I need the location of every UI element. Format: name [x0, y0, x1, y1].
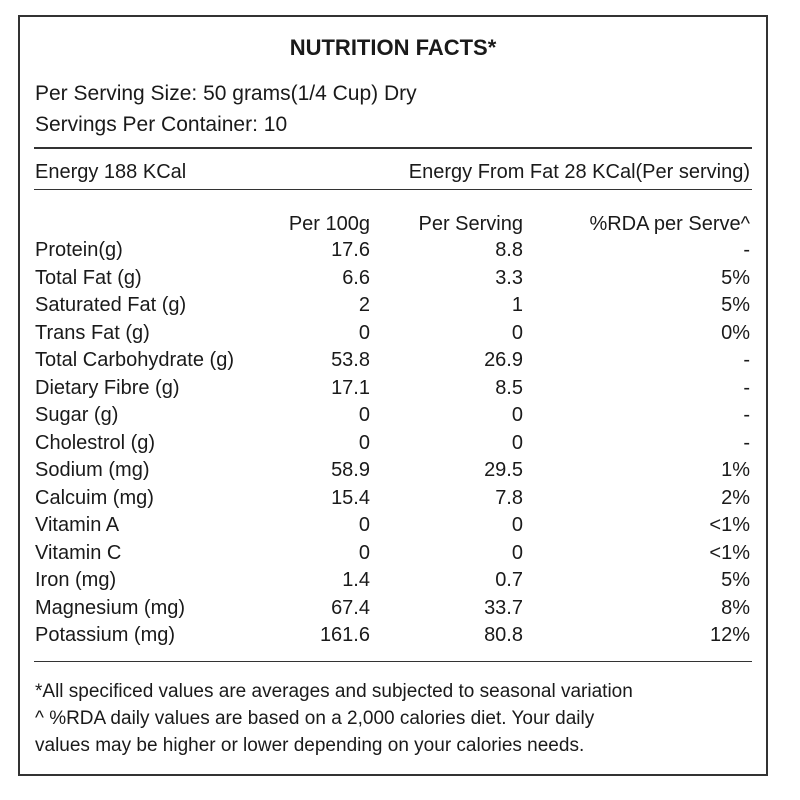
nutrient-value: 0: [358, 431, 370, 454]
nutrient-value: 15.4: [331, 486, 370, 509]
footnote: ^ %RDA daily values are based on a 2,000…: [35, 708, 595, 729]
nutrient-name: Dietary Fibre (g): [35, 376, 180, 399]
nutrient-name: Vitamin A: [35, 514, 120, 536]
nutrient-value: 1: [511, 294, 523, 316]
nutrient-value: 2%: [721, 486, 750, 509]
nutrient-value: 67.4: [331, 596, 370, 619]
nutrient-value: 8.8: [495, 239, 523, 261]
nutrient-value: 0: [358, 321, 370, 344]
nutrient-value: 0: [511, 541, 523, 564]
nutrient-value: 1%: [721, 459, 750, 481]
nutrient-value: 0: [358, 514, 370, 536]
nutrient-name: Total Fat (g): [35, 266, 142, 289]
nutrient-value: 0%: [721, 321, 750, 344]
nutrient-name: Sugar (g): [35, 404, 119, 426]
nutrient-value: 1.4: [342, 569, 370, 591]
nutrient-value: 5%: [721, 266, 750, 289]
nutrient-name: Protein(g): [35, 239, 123, 261]
nutrient-value: 3.3: [495, 266, 523, 289]
nutrient-value: 0: [511, 404, 523, 426]
nutrient-value: 0: [358, 541, 370, 564]
nutrient-value: 2: [358, 294, 370, 316]
nutrient-name: Potassium (mg): [35, 624, 176, 646]
nutrient-value: <1%: [709, 541, 750, 564]
nutrient-value: <1%: [709, 514, 750, 536]
nutrient-name: Cholestrol (g): [35, 431, 156, 454]
nutrient-value: -: [743, 376, 750, 399]
nutrient-value: -: [743, 404, 750, 426]
nutrient-name: Magnesium (mg): [35, 596, 186, 619]
column-header: Per Serving: [418, 213, 524, 235]
serving-size: Per Serving Size: 50 grams(1/4 Cup) Dry: [35, 82, 417, 105]
nutrient-value: 6.6: [342, 266, 370, 289]
nutrient-value: -: [743, 239, 750, 261]
nutrient-value: 0: [511, 431, 523, 454]
nutrient-value: 0: [358, 404, 370, 426]
nutrient-value: 0.7: [495, 569, 523, 591]
nutrient-value: 58.9: [331, 459, 370, 481]
divider: [34, 661, 752, 662]
servings-per-container: Servings Per Container: 10: [35, 113, 288, 136]
energy-from-fat: Energy From Fat 28 KCal(Per serving): [408, 161, 750, 183]
nutrient-name: Sodium (mg): [35, 459, 150, 481]
divider: [34, 189, 752, 190]
title: NUTRITION FACTS*: [289, 35, 497, 60]
nutrient-value: 12%: [709, 624, 750, 646]
nutrient-value: 17.6: [331, 239, 370, 261]
nutrient-value: 29.5: [484, 459, 523, 481]
column-header: %RDA per Serve^: [589, 213, 750, 235]
label-border: [18, 15, 768, 776]
nutrient-name: Trans Fat (g): [35, 321, 150, 344]
nutrient-name: Iron (mg): [35, 569, 117, 591]
nutrient-value: 5%: [721, 294, 750, 316]
nutrient-value: 7.8: [495, 486, 523, 509]
footnote: values may be higher or lower depending …: [35, 735, 585, 756]
nutrient-name: Total Carbohydrate (g): [35, 349, 234, 371]
nutrient-value: 161.6: [319, 624, 370, 646]
nutrient-name: Saturated Fat (g): [35, 294, 187, 316]
nutrient-value: 5%: [721, 569, 750, 591]
divider: [34, 147, 752, 149]
nutrient-value: 8.5: [495, 376, 523, 399]
nutrient-value: 17.1: [331, 376, 370, 399]
column-header: Per 100g: [288, 213, 370, 235]
nutrient-value: 0: [511, 321, 523, 344]
nutrient-value: 80.8: [484, 624, 523, 646]
nutrient-name: Vitamin C: [35, 541, 122, 564]
energy-total: Energy 188 KCal: [35, 161, 187, 183]
nutrient-value: 8%: [721, 596, 750, 619]
nutrient-value: 53.8: [331, 349, 370, 371]
nutrient-name: Calcuim (mg): [35, 486, 154, 509]
nutrient-value: 0: [511, 514, 523, 536]
footnote: *All specificed values are averages and …: [35, 681, 633, 702]
nutrient-value: -: [743, 431, 750, 454]
nutrient-value: -: [743, 349, 750, 371]
nutrient-value: 26.9: [484, 349, 523, 371]
nutrient-value: 33.7: [484, 596, 523, 619]
